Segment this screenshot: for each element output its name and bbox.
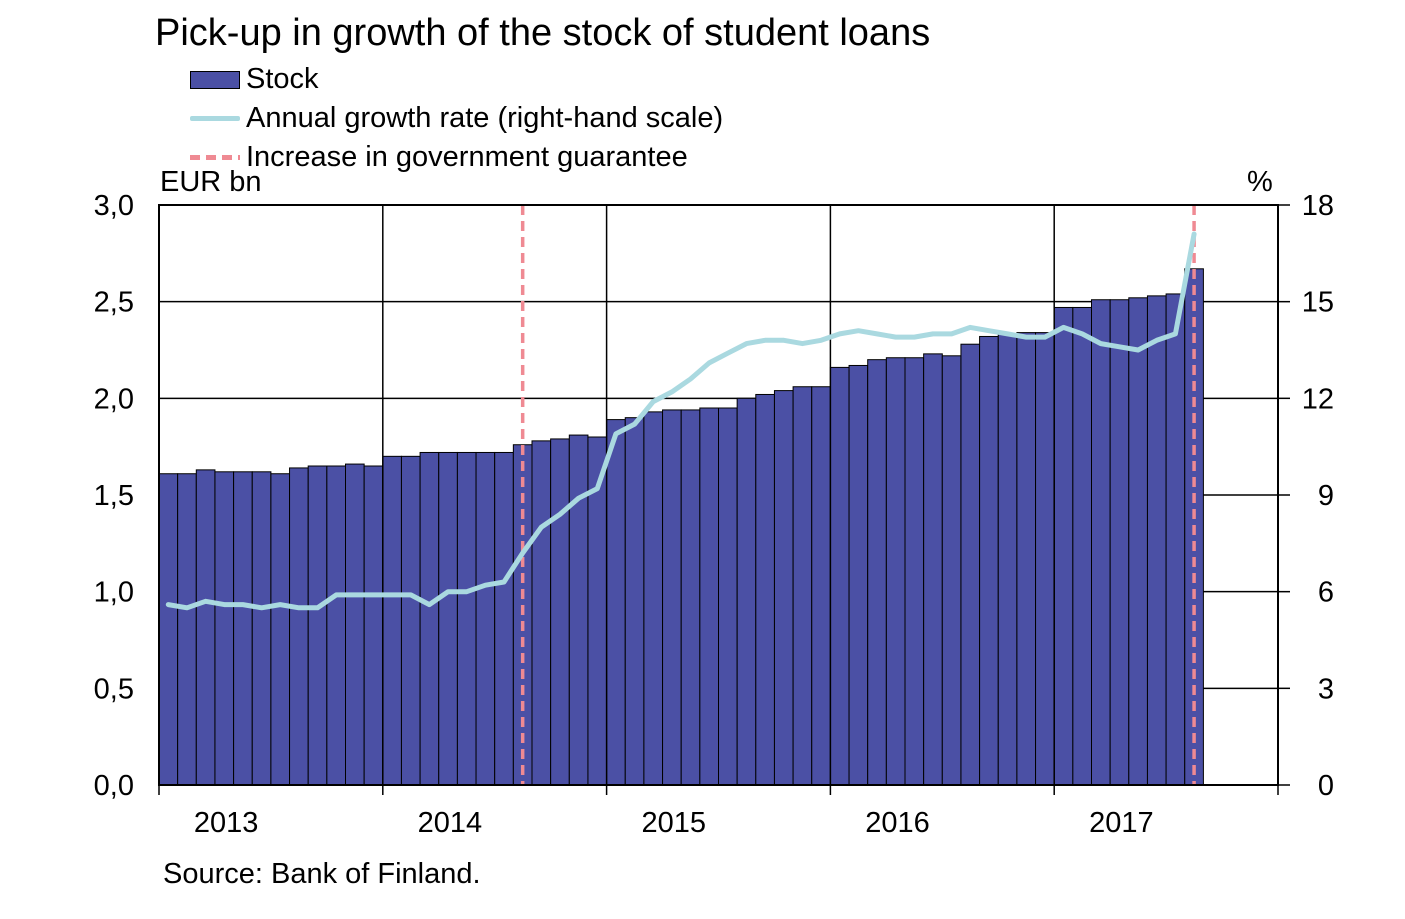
right-tick-label: 3 <box>1318 673 1334 705</box>
legend-item-growth: Annual growth rate (right-hand scale) <box>190 99 723 138</box>
bar-2015-11 <box>792 386 813 786</box>
legend-label-guarantee: Increase in government guarantee <box>246 141 688 173</box>
x-tick-label: 2016 <box>865 807 930 839</box>
bars <box>158 268 1204 786</box>
bar-2013-07 <box>270 473 291 786</box>
bar-2015-12 <box>811 386 831 786</box>
bar-2014-11 <box>568 434 589 786</box>
bar-2017-02 <box>1072 306 1092 786</box>
left-tick-label: 3,0 <box>94 190 134 222</box>
axis-ticks <box>158 204 1290 795</box>
bar-2013-01 <box>158 473 179 786</box>
legend-item-stock: Stock <box>190 60 723 99</box>
bar-2014-06 <box>475 451 496 786</box>
bar-2016-10 <box>997 334 1018 786</box>
bar-2015-08 <box>736 397 757 786</box>
bar-2016-09 <box>979 335 999 786</box>
right-tick-label: 9 <box>1318 480 1334 512</box>
right-tick-label: 12 <box>1302 383 1334 415</box>
bar-2013-08 <box>289 467 309 786</box>
x-tick-label: 2017 <box>1089 807 1154 839</box>
growth-line <box>165 231 1197 611</box>
left-tick-label: 1,5 <box>94 480 134 512</box>
bar-2014-01 <box>382 455 402 786</box>
bar-2013-06 <box>251 471 272 786</box>
left-tick-label: 0,5 <box>94 673 134 705</box>
right-tick-label: 0 <box>1318 770 1334 802</box>
guarantee-lines <box>520 205 1196 785</box>
bar-2017-07 <box>1165 293 1186 786</box>
bar-2015-01 <box>606 419 626 786</box>
bar-2017-05 <box>1128 297 1148 786</box>
bar-2013-09 <box>307 465 328 786</box>
chart-title: Pick-up in growth of the stock of studen… <box>155 12 931 54</box>
bar-2016-11 <box>1016 332 1037 786</box>
bar-2016-01 <box>829 366 850 786</box>
source-note: Source: Bank of Finland. <box>163 858 481 890</box>
bar-2016-06 <box>923 353 943 786</box>
x-tick-label: 2015 <box>641 807 706 839</box>
x-tick-label: 2013 <box>194 807 259 839</box>
bar-2013-03 <box>195 469 216 786</box>
bar-2015-09 <box>755 393 775 786</box>
bar-2015-05 <box>680 409 701 786</box>
right-tick-label: 18 <box>1302 190 1334 222</box>
bar-2014-07 <box>494 451 514 786</box>
bar-2014-03 <box>419 451 440 786</box>
axis-labels: 0,0 0,5 1,0 1,5 2,0 2,5 3,0 0 3 6 9 12 15 18 2013 2014 2… <box>94 190 1334 839</box>
bar-2016-04 <box>885 357 906 786</box>
bar-2017-06 <box>1146 295 1167 786</box>
bar-2016-03 <box>867 359 887 786</box>
bar-2015-04 <box>662 409 682 786</box>
bar-2016-12 <box>1035 332 1055 786</box>
bar-2015-07 <box>718 407 738 786</box>
year-gridlines <box>382 205 1055 785</box>
bar-2015-03 <box>643 411 664 786</box>
stock-swatch <box>190 70 240 89</box>
right-tick-label: 15 <box>1302 287 1334 319</box>
bar-2016-08 <box>960 343 981 786</box>
bar-2017-04 <box>1109 299 1130 786</box>
left-tick-label: 2,5 <box>94 287 134 319</box>
left-tick-label: 1,0 <box>94 577 134 609</box>
bar-2014-05 <box>456 451 477 786</box>
right-axis-unit: % <box>1247 166 1273 198</box>
legend-item-guarantee: Increase in government guarantee <box>190 138 723 177</box>
bar-2017-03 <box>1091 299 1111 786</box>
bar-2017-01 <box>1053 306 1074 786</box>
left-tick-label: 0,0 <box>94 770 134 802</box>
left-axis-unit: EUR bn <box>160 166 262 198</box>
bar-2014-02 <box>400 455 421 786</box>
bar-2016-02 <box>848 364 869 786</box>
bar-2015-02 <box>624 417 645 786</box>
bar-2014-04 <box>438 451 458 786</box>
bar-2013-10 <box>326 465 347 786</box>
legend-label-growth: Annual growth rate (right-hand scale) <box>246 102 724 134</box>
bar-2015-06 <box>699 407 719 786</box>
bar-2016-05 <box>904 357 925 786</box>
bar-2013-02 <box>177 473 197 786</box>
bar-2013-11 <box>345 463 365 786</box>
bar-2014-09 <box>531 440 552 786</box>
left-tick-label: 2,0 <box>94 383 134 415</box>
bar-2014-10 <box>550 438 570 786</box>
bar-2013-05 <box>233 471 253 786</box>
growth-swatch <box>190 116 240 121</box>
guarantee-swatch <box>190 155 240 160</box>
bar-2013-04 <box>214 471 235 786</box>
x-tick-label: 2014 <box>418 807 483 839</box>
legend-label-stock: Stock <box>246 63 319 95</box>
right-tick-label: 6 <box>1318 577 1334 609</box>
bar-2013-12 <box>363 465 384 786</box>
legend: Stock Annual growth rate (right-hand sca… <box>190 60 723 177</box>
bar-2015-10 <box>773 390 794 786</box>
bar-2016-07 <box>941 355 962 786</box>
